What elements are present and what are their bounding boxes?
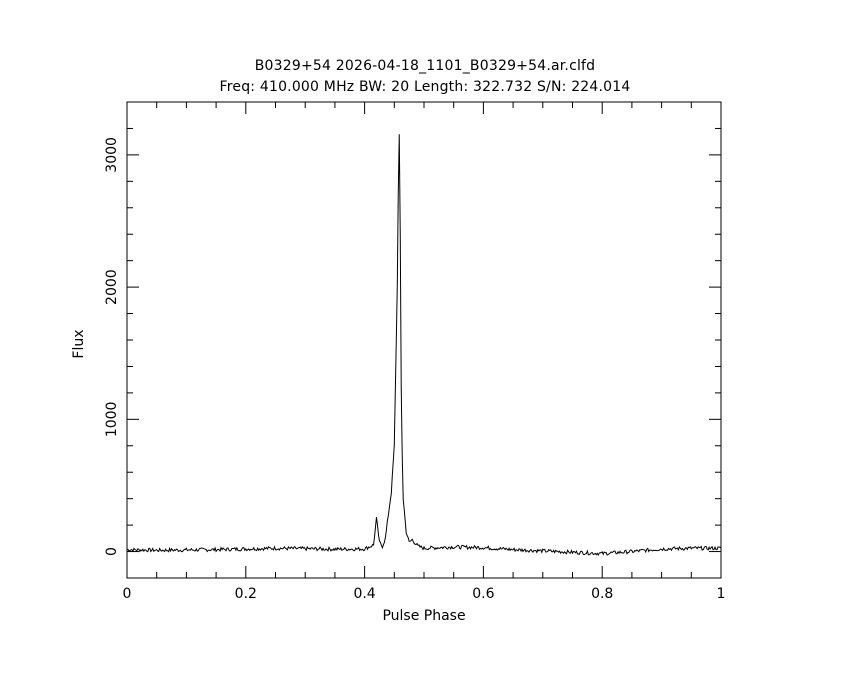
tick-labels: 0 0.2 0.4 0.6 0.8 1 0 1000 2000 3000 [104,137,725,602]
chart-title: B0329+54 2026-04-18_1101_B0329+54.ar.clf… [254,58,596,74]
chart-subtitle: Freq: 410.000 MHz BW: 20 Length: 322.732… [219,79,631,95]
x-tick-label: 0 [123,586,132,602]
series-line [126,134,722,557]
x-axis-label: Pulse Phase [382,608,465,624]
x-tick-label: 1 [717,586,726,602]
y-tick-label: 2000 [104,269,120,305]
y-tick-label: 1000 [104,402,120,438]
y-tick-label: 3000 [104,137,120,173]
plot-frame [126,101,722,579]
x-tick-label: 0.6 [472,586,494,602]
axis-ticks [126,101,722,579]
y-tick-label: 0 [104,547,120,556]
x-tick-label: 0.4 [353,586,375,602]
y-axis-label: Flux [71,329,87,358]
x-tick-label: 0.8 [591,586,613,602]
x-tick-label: 0.2 [235,586,257,602]
